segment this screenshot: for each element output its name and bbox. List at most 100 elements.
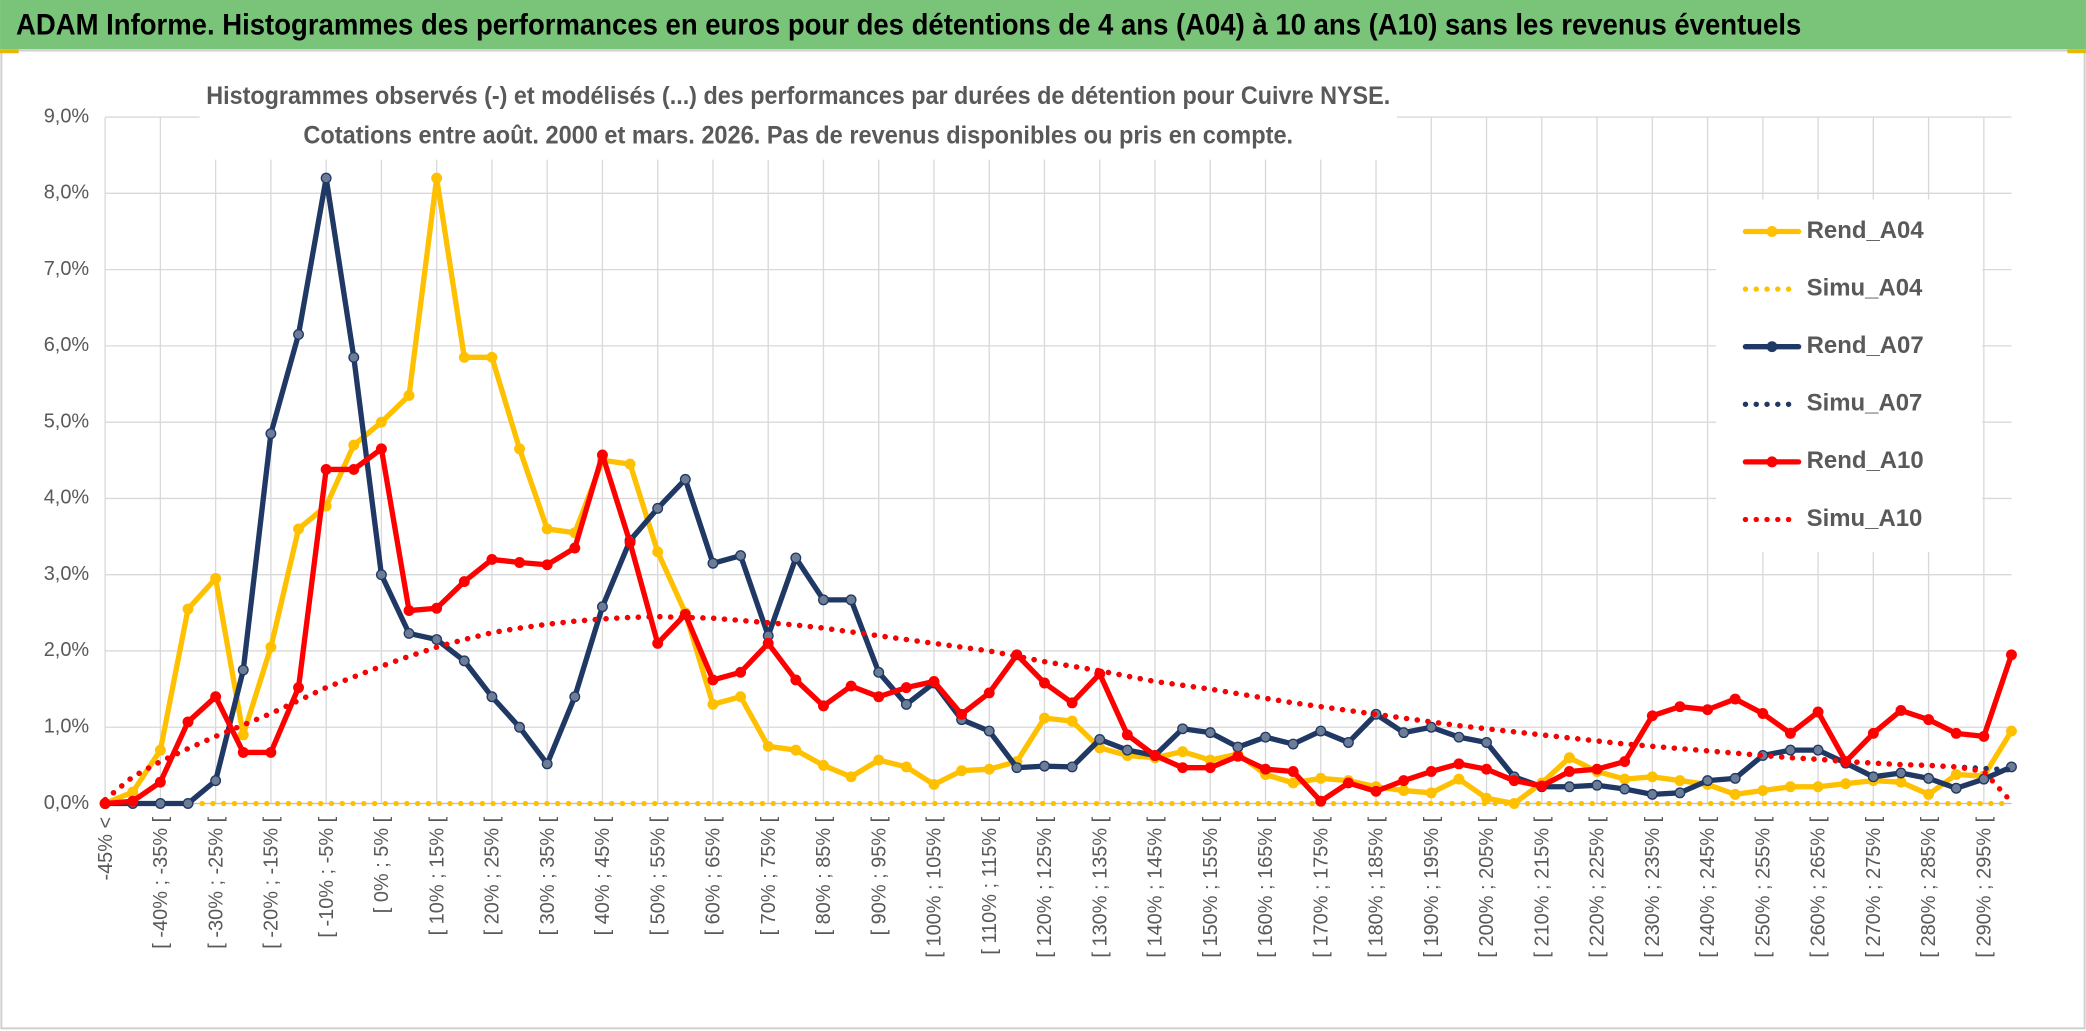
data-point <box>541 758 553 770</box>
data-point <box>1923 788 1935 800</box>
data-point <box>1784 744 1796 756</box>
data-point <box>1398 727 1410 739</box>
data-point <box>403 627 415 639</box>
data-point <box>624 537 636 549</box>
legend-label: Simu_A10 <box>1807 505 1923 532</box>
data-point <box>707 674 719 686</box>
data-point <box>1619 783 1631 795</box>
data-point <box>1536 780 1548 792</box>
data-point <box>320 463 332 475</box>
x-tick-label: [ 130% ; 135% [ <box>1089 816 1111 957</box>
y-tick-label: 9,0% <box>44 105 90 127</box>
data-point <box>1563 781 1575 793</box>
data-point <box>265 428 277 440</box>
data-point <box>1315 795 1327 807</box>
data-point <box>790 744 802 756</box>
data-point <box>873 754 885 766</box>
x-tick-label: [ -40% ; -35% [ <box>150 816 172 948</box>
data-point <box>1923 772 1935 784</box>
x-tick-label: [ 210% ; 215% [ <box>1531 816 1553 957</box>
data-point <box>403 605 415 617</box>
y-tick-label: 0,0% <box>44 792 90 814</box>
data-point <box>154 744 166 756</box>
data-point <box>293 328 304 340</box>
data-point <box>1453 731 1465 743</box>
x-tick-label: [ 270% ; 275% [ <box>1863 816 1885 957</box>
data-point <box>596 601 608 613</box>
data-point <box>1563 752 1575 764</box>
y-tick-label: 5,0% <box>44 410 90 432</box>
chart-subtitle: Histogrammes observés (-) et modélisés (… <box>206 82 1390 110</box>
data-point <box>541 523 553 535</box>
data-point <box>1619 773 1631 785</box>
x-tick-label: [ 180% ; 185% [ <box>1366 816 1388 957</box>
x-tick-label: [ 140% ; 145% [ <box>1145 816 1167 957</box>
data-point <box>486 553 498 565</box>
x-tick-label: [ 50% ; 55% [ <box>647 816 669 935</box>
data-point <box>928 676 940 687</box>
data-point <box>320 172 332 184</box>
x-tick-label: [ 30% ; 35% [ <box>537 816 559 935</box>
data-point <box>735 550 747 562</box>
data-point <box>1729 788 1741 800</box>
x-tick-label: [ 10% ; 15% [ <box>426 816 448 935</box>
data-point <box>1812 744 1824 756</box>
data-point <box>1591 763 1603 775</box>
data-point <box>596 449 608 461</box>
data-point <box>431 634 443 645</box>
x-tick-label: [ 280% ; 285% [ <box>1918 816 1940 957</box>
x-tick-label: [ 70% ; 75% [ <box>758 816 780 935</box>
data-point <box>1646 710 1658 722</box>
data-point <box>1923 714 1935 726</box>
data-point <box>237 729 249 741</box>
data-point <box>182 603 194 615</box>
data-point <box>403 390 415 401</box>
data-point <box>1674 775 1686 787</box>
data-point <box>845 680 857 692</box>
x-tick-label: [ 230% ; 235% [ <box>1642 816 1664 957</box>
data-point <box>1121 729 1133 741</box>
data-point <box>762 740 774 752</box>
x-tick-label: [ 60% ; 65% [ <box>703 816 725 935</box>
data-point <box>265 641 277 653</box>
data-point <box>127 795 139 807</box>
data-point <box>1867 771 1879 783</box>
x-tick-label: [ 200% ; 205% [ <box>1476 816 1498 957</box>
data-point <box>1453 773 1465 785</box>
data-point <box>1812 781 1824 793</box>
data-point <box>1315 772 1327 784</box>
data-point <box>818 759 829 771</box>
data-point <box>1260 731 1271 743</box>
x-tick-label: [ -30% ; -25% [ <box>205 816 227 948</box>
legend-background <box>1716 199 1983 553</box>
legend: Rend_A04 Simu_A04 Rend_A07 Simu_A07 Rend_A10… <box>1742 217 1924 532</box>
data-point <box>1895 705 1907 716</box>
data-point <box>900 698 912 710</box>
data-point <box>818 700 829 712</box>
legend-marker <box>1766 341 1778 353</box>
data-point <box>873 691 885 703</box>
data-point <box>1757 708 1769 719</box>
data-point <box>790 552 802 564</box>
corner-accent <box>2067 49 2086 54</box>
x-tick-label: [ 100% ; 105% [ <box>924 816 946 957</box>
y-tick-label: 1,0% <box>44 716 90 738</box>
data-point <box>1260 763 1271 775</box>
data-point <box>652 502 664 514</box>
data-point <box>956 765 968 777</box>
data-point <box>458 655 470 667</box>
data-point <box>845 594 857 606</box>
data-point <box>1646 788 1658 800</box>
subtitle-background <box>199 77 1397 160</box>
x-tick-label: [ -10% ; -5% [ <box>316 816 338 937</box>
data-point <box>182 798 194 809</box>
data-point <box>1039 677 1050 689</box>
x-tick-label: [ 160% ; 165% [ <box>1255 816 1277 957</box>
chart-frame <box>0 49 2086 1030</box>
data-point <box>1591 779 1603 791</box>
data-point <box>154 798 166 809</box>
data-point <box>1121 744 1133 756</box>
data-point <box>431 602 443 614</box>
series-line <box>102 175 2015 807</box>
